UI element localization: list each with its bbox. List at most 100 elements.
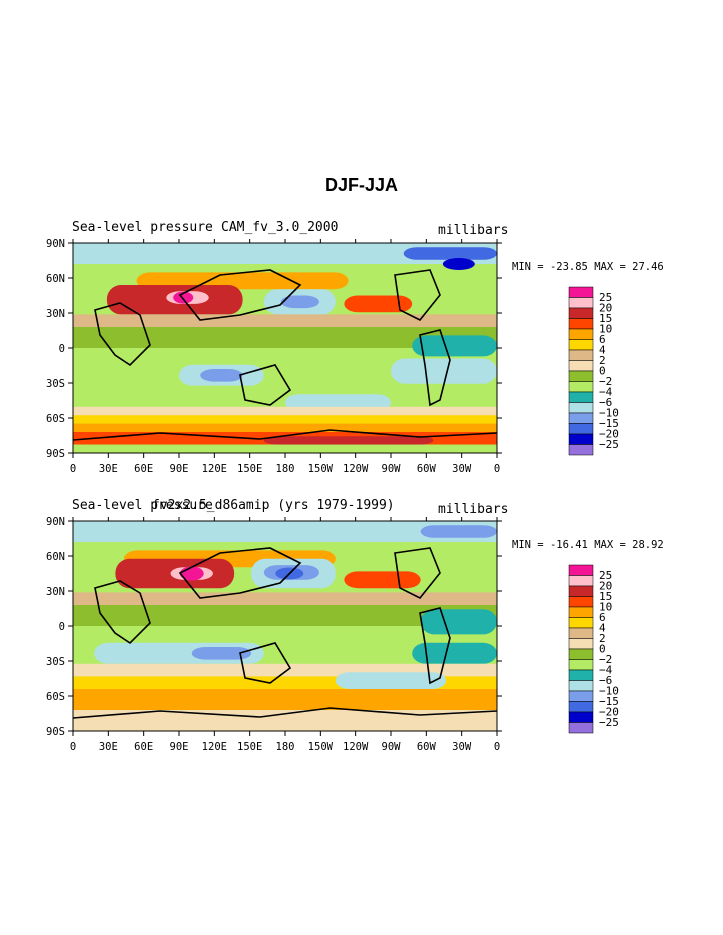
contour-band	[73, 385, 497, 397]
min-value: -23.85	[549, 261, 588, 273]
contour-map	[72, 242, 498, 454]
y-tick-label: 60N	[46, 273, 65, 285]
contour-band	[420, 609, 497, 635]
x-tick-label: 180	[276, 741, 295, 753]
coastline	[239, 642, 292, 684]
min-spot	[442, 258, 475, 270]
max-value: 27.46	[632, 261, 664, 273]
x-tick-label: 180	[276, 463, 295, 475]
x-tick-label: 60W	[417, 741, 437, 753]
legend-swatch	[568, 370, 594, 382]
y-tick-label: 60S	[46, 691, 65, 703]
legend-swatch	[568, 690, 594, 702]
legend-swatch	[568, 286, 594, 298]
legend-swatch	[568, 627, 594, 639]
contour-band	[73, 243, 497, 264]
coastline	[394, 269, 441, 322]
coastline	[94, 580, 151, 645]
x-tick-label: 0	[70, 741, 76, 753]
contour-band	[73, 348, 497, 369]
contour-band	[263, 436, 434, 445]
legend-label: −20	[599, 428, 619, 441]
contour-band	[73, 521, 497, 542]
contour-band	[73, 626, 497, 647]
legend-label: −4	[599, 664, 613, 677]
contour-band	[280, 295, 319, 309]
coastline	[239, 364, 292, 406]
contour-band	[73, 444, 497, 453]
legend-label: −25	[599, 438, 619, 451]
map-axes: 0 30E 60E 90E 120E 150E 180 150W 120W 90W 60W 30W 09…	[46, 516, 502, 753]
legend-swatch	[568, 391, 594, 403]
legend-swatch	[568, 381, 594, 393]
page-title: DJF-JJA	[324, 175, 399, 195]
contour-band	[391, 358, 497, 384]
legend-swatch	[568, 433, 594, 445]
x-tick-label: 0	[70, 463, 76, 475]
x-tick-label: 60E	[134, 741, 153, 753]
y-tick-label: 90N	[46, 238, 65, 250]
legend-swatch	[568, 412, 594, 424]
panel-title: Sea-level pressure	[72, 220, 213, 235]
contour-band	[73, 689, 497, 710]
legend-swatch	[568, 585, 594, 597]
contour-map	[72, 520, 498, 732]
legend-swatch	[568, 701, 594, 713]
legend-label: 0	[599, 365, 606, 378]
contour-band	[73, 415, 497, 424]
coastline	[94, 302, 151, 367]
contour-band	[335, 672, 447, 689]
legend-swatch	[568, 307, 594, 319]
contour-band	[191, 647, 252, 660]
y-tick-label: 0	[59, 343, 65, 355]
x-tick-label: 30W	[452, 463, 472, 475]
x-tick-label: 90W	[382, 463, 402, 475]
legend-swatch	[568, 659, 594, 671]
legend-swatch	[568, 339, 594, 351]
legend-label: −2	[599, 653, 612, 666]
legend-swatch	[568, 318, 594, 330]
x-tick-label: 30E	[99, 463, 118, 475]
legend-swatch	[568, 606, 594, 618]
legend-swatch	[568, 575, 594, 587]
x-tick-label: 120W	[343, 463, 369, 475]
contour-band	[73, 327, 497, 348]
x-tick-label: 150W	[308, 463, 334, 475]
x-tick-label: 90E	[170, 741, 189, 753]
y-tick-label: 90N	[46, 516, 65, 528]
case-label: CAM_fv_3.0_2000	[221, 220, 339, 235]
y-tick-label: 60N	[46, 551, 65, 563]
min-label: MIN =	[512, 539, 544, 551]
min-value: -16.41	[549, 539, 588, 551]
max-spot	[173, 291, 194, 304]
x-tick-label: 0	[494, 463, 500, 475]
coastline	[419, 329, 451, 407]
contour-band	[73, 710, 497, 731]
panel-title: Sea-level pressure	[72, 498, 213, 513]
x-tick-label: 30W	[452, 741, 472, 753]
legend-label: −15	[599, 695, 619, 708]
legend-swatch	[568, 638, 594, 650]
x-tick-label: 90E	[170, 463, 189, 475]
case-label: fv2x2.5_d86amip (yrs 1979-1999)	[152, 498, 395, 513]
map-axes: 0 30E 60E 90E 120E 150E 180 150W 120W 90W 60W 30W 09…	[46, 238, 502, 475]
legend-label: 2	[599, 632, 606, 645]
map-panel-1: Sea-level pressure CAM_fv_3.0_2000 milli…	[0, 215, 723, 475]
y-tick-label: 30S	[46, 378, 65, 390]
map-panel-2: Sea-level pressure fv2x2.5_d86amip (yrs …	[0, 493, 723, 753]
contour-band	[420, 525, 497, 538]
contour-band	[403, 247, 497, 260]
legend-swatch	[568, 564, 594, 576]
legend-label: 4	[599, 622, 606, 635]
legend-label: −10	[599, 685, 619, 698]
legend-label: 15	[599, 590, 612, 603]
contour-band	[73, 605, 497, 626]
legend-label: 6	[599, 333, 606, 346]
x-tick-label: 60W	[417, 463, 437, 475]
contour-band	[73, 406, 497, 418]
x-tick-label: 0	[494, 741, 500, 753]
contour-band	[285, 394, 391, 411]
y-tick-label: 30N	[46, 308, 65, 320]
x-tick-label: 150W	[308, 741, 334, 753]
